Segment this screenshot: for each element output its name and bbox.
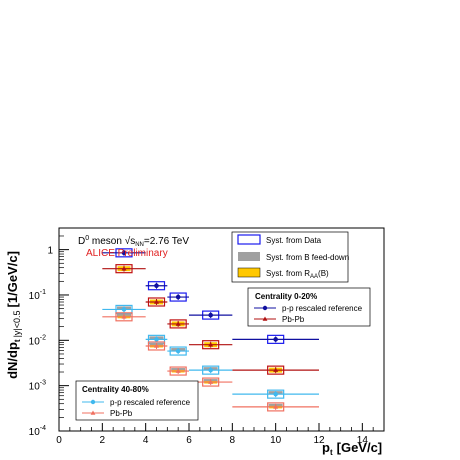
annotation-meson: D0 meson √sNN=2.76 TeV <box>78 235 189 248</box>
legend-peripheral: Centrality 40-80% p-p rescaled reference… <box>75 380 199 421</box>
x-tick-label: 0 <box>56 435 62 446</box>
x-tick-label: 10 <box>270 435 282 446</box>
syst-feeddown-label: Syst. from B feed-down <box>266 253 349 262</box>
data-point <box>154 299 159 304</box>
data-point <box>273 391 278 397</box>
x-tick-label: 14 <box>357 435 369 446</box>
legend-central-heading: Centrality 0-20% <box>255 292 317 301</box>
legend-peripheral-pp-marker <box>90 399 96 405</box>
syst-data-swatch <box>237 234 261 245</box>
data-point <box>175 294 181 300</box>
y-tick-label: 10-2 <box>29 334 46 347</box>
y-tick-label: 10-1 <box>29 289 46 302</box>
x-tick-label: 4 <box>143 435 149 446</box>
x-tick-label: 8 <box>230 435 236 446</box>
data-point <box>273 337 278 342</box>
data-point <box>121 266 127 271</box>
data-point <box>208 367 213 373</box>
axis-ticks: 0 2 4 6 8 10 12 14 10-4 10-3 10-2 10-1 1 <box>29 227 385 446</box>
y-tick-label: 10-3 <box>29 380 46 393</box>
y-axis-title: dN/dpt|y|<0.5[1/GeV/c] <box>5 251 22 379</box>
legend-peripheral-pp-label: p-p rescaled reference <box>110 398 191 407</box>
annotation-preliminary: ALICE Preliminary <box>86 248 168 259</box>
legend-central-pbpb-label: Pb-Pb <box>282 315 305 324</box>
data-point <box>154 283 159 289</box>
data-point <box>208 342 214 347</box>
legend-central: Centrality 0-20% p-p rescaled reference … <box>247 287 371 327</box>
data-point <box>121 250 127 256</box>
y-tick-label: 1 <box>47 246 53 257</box>
syst-feeddown-swatch <box>238 252 260 261</box>
data-point <box>154 337 159 342</box>
legend-central-pp-label: p-p rescaled reference <box>282 304 363 313</box>
data-point <box>121 307 127 312</box>
data-point <box>273 404 279 409</box>
x-tick-label: 6 <box>186 435 192 446</box>
legend-peripheral-heading: Centrality 40-80% <box>82 385 149 394</box>
syst-legend: Syst. from Data Syst. from B feed-down S… <box>231 231 349 283</box>
syst-data-label: Syst. from Data <box>266 236 322 245</box>
data-point <box>154 343 159 348</box>
data-point <box>208 379 214 384</box>
data-point <box>175 348 181 354</box>
data-point <box>121 314 127 319</box>
data-point <box>273 367 279 372</box>
x-tick-label: 12 <box>313 435 325 446</box>
syst-raa-label: Syst. from RAA(B) <box>266 269 329 280</box>
data-point <box>175 368 181 373</box>
legend-peripheral-pbpb-label: Pb-Pb <box>110 409 133 418</box>
y-tick-label: 10-4 <box>29 425 46 438</box>
legend-central-box <box>247 287 371 327</box>
x-axis-title: pt [GeV/c] <box>322 440 382 457</box>
data-point <box>175 321 181 326</box>
legend-peripheral-pbpb-marker <box>90 410 96 415</box>
syst-raa-swatch <box>237 267 261 278</box>
x-tick-label: 2 <box>100 435 106 446</box>
data-point <box>208 312 213 318</box>
legend-central-pp-marker <box>262 305 268 311</box>
chart-marks <box>102 248 319 412</box>
legend-central-pbpb-marker <box>262 316 268 321</box>
